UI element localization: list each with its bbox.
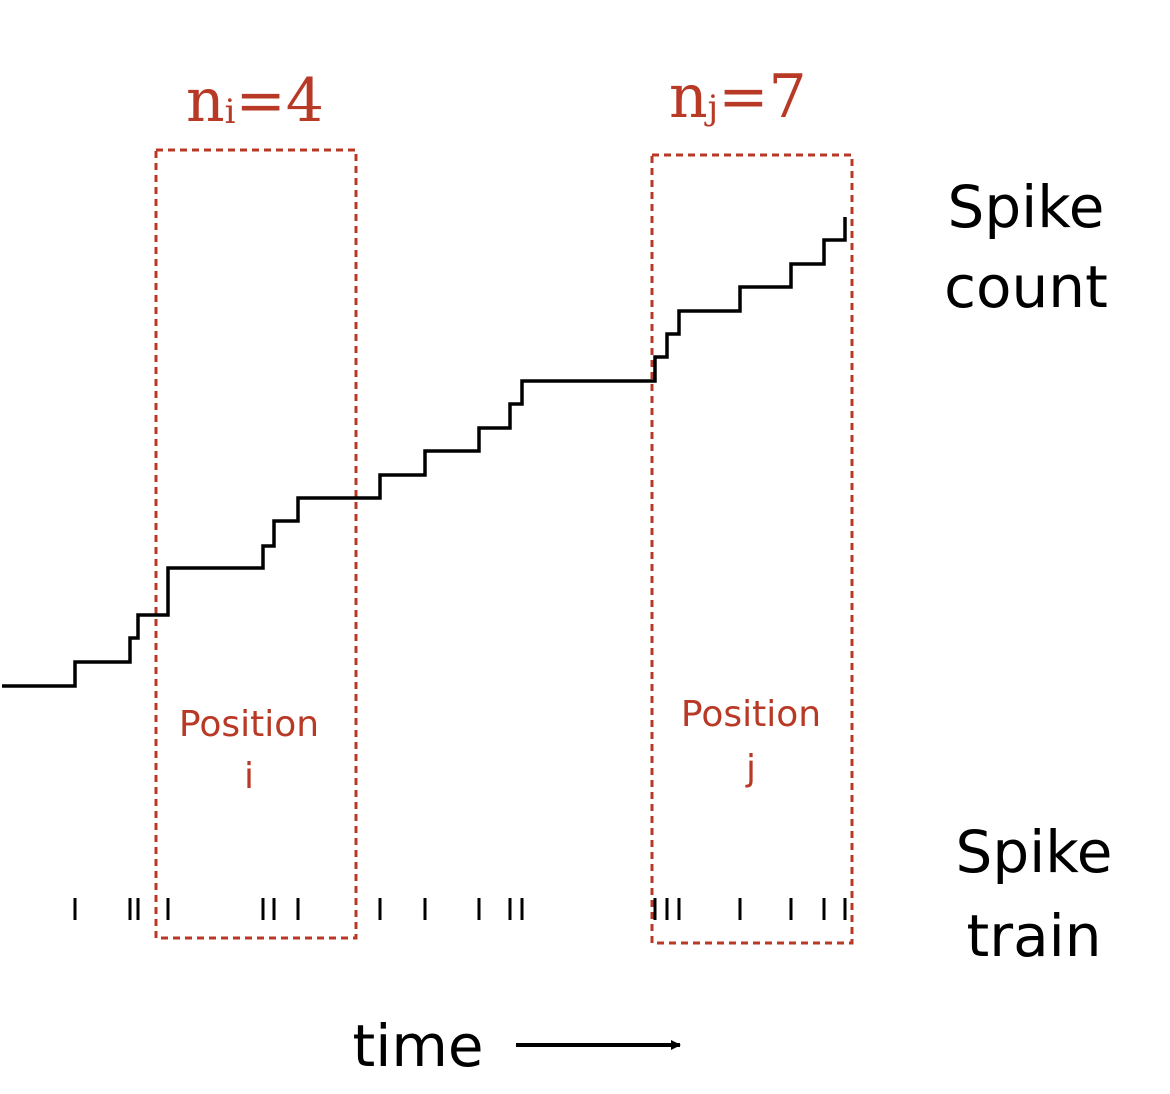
spike-count-staircase (2, 217, 847, 688)
window-count-label-j: nj=7 (669, 62, 807, 132)
time-label: time (352, 1012, 483, 1080)
spike-train (73, 898, 847, 920)
position-label-j-line1: Position (681, 694, 821, 735)
window-box-i (154, 148, 358, 940)
spike-count-label-line1: Spike (948, 173, 1105, 241)
spike-count-label-line2: count (944, 253, 1108, 321)
spike-train-label-line2: train (966, 902, 1101, 970)
spike-train-label-line1: Spike (956, 818, 1113, 886)
position-label-j-line2: j (745, 748, 756, 789)
window-count-label-i: ni=4 (186, 66, 324, 136)
window-box-j (650, 153, 854, 945)
position-label-i-line2: i (244, 756, 254, 797)
position-label-i-line1: Position (179, 704, 319, 745)
